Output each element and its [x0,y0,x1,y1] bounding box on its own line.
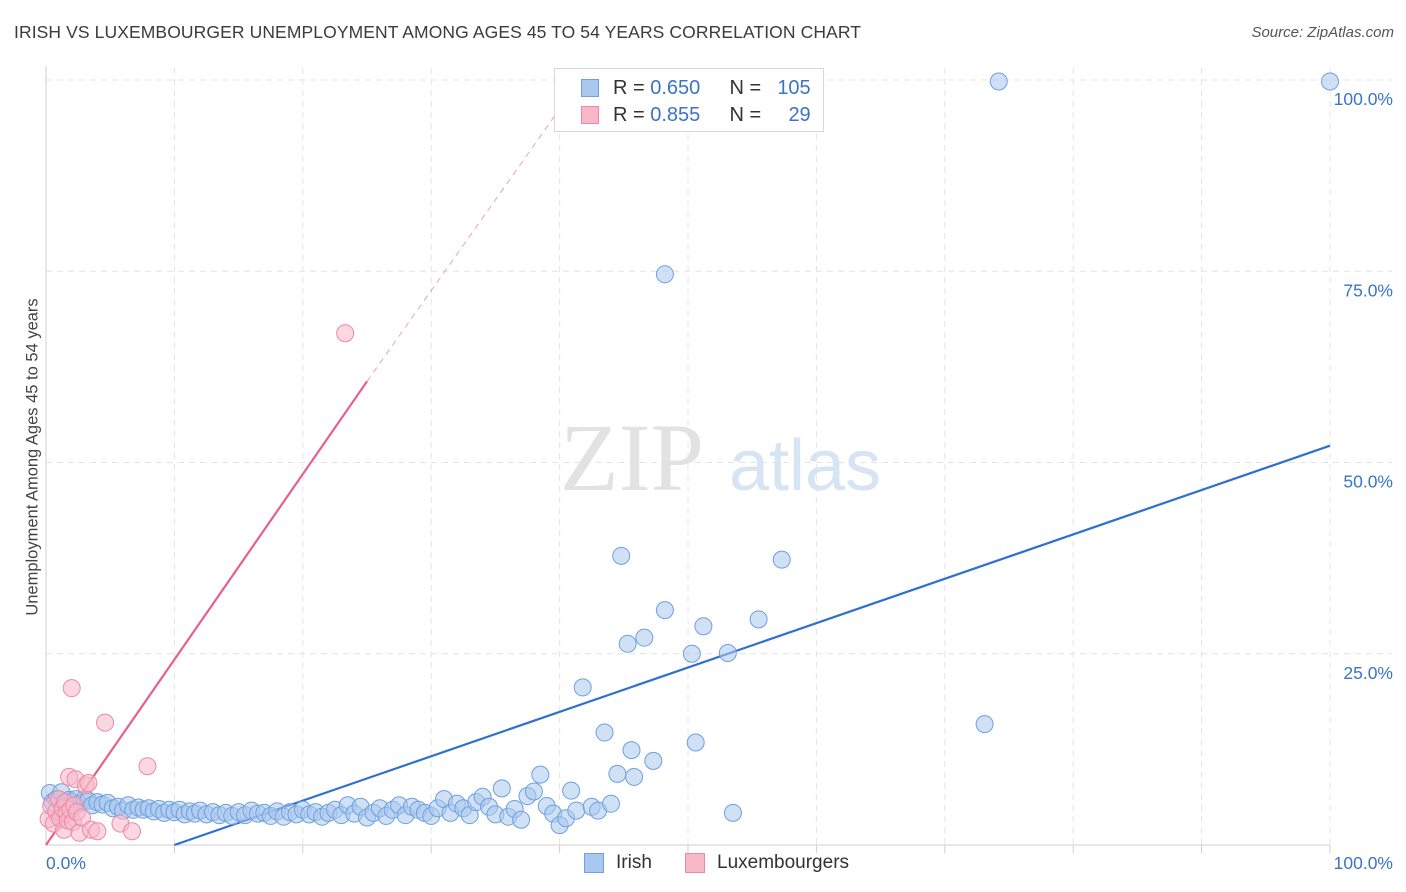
tick-labels: 25.0% 50.0% 75.0% 100.0% 0.0% 100.0% [46,89,1393,873]
irish-point [512,810,531,829]
chart-title: IRISH VS LUXEMBOURGER UNEMPLOYMENT AMONG… [14,22,862,42]
legend-n-label: N = [729,77,762,99]
y-tick-label: 100.0% [1334,89,1393,109]
irish-point [595,723,614,742]
watermark: ZIP atlas [560,404,881,511]
irish-point [686,733,705,752]
axes [45,66,1331,853]
irish-point [989,72,1008,91]
irish-point [562,781,581,800]
irish-point [655,601,674,620]
irish-point [655,265,674,284]
legend-r-value-irish: 0.650 [650,77,701,99]
irish-point [524,782,543,801]
points [39,72,1339,842]
lux-point [123,822,142,841]
legend-n-value-irish: 105 [777,77,811,99]
watermark-zip: ZIP [560,404,704,511]
irish-point [682,644,701,663]
lux-point [62,679,81,698]
irish-point [531,765,550,784]
source-label: Source: ZipAtlas.com [1251,24,1394,41]
bottom-legend-label-lux: Luxembourgers [717,852,850,873]
irish-point [1321,72,1339,91]
irish-point [749,610,768,629]
irish-point [608,764,627,783]
bottom-legend-swatch-irish [584,853,604,873]
y-tick-label: 50.0% [1343,472,1393,492]
watermark-atlas: atlas [729,426,881,506]
irish-point [625,767,644,786]
trendlines [45,79,1331,847]
lux-point [336,324,355,343]
irish-point [772,550,791,569]
trendline-lux-extension [366,79,581,382]
x-tick-label-min: 0.0% [46,853,86,873]
irish-point [975,715,994,734]
y-tick-label: 25.0% [1343,663,1393,683]
irish-point [723,803,742,822]
irish-point [612,546,631,565]
irish-point [718,643,737,662]
irish-point [622,741,641,760]
legend-r-label: R = [613,104,645,126]
legend-swatch-lux [581,106,599,124]
legend-n-value-lux: 29 [788,104,811,126]
irish-point [694,617,713,636]
lux-point [72,808,91,827]
legend-r-value-lux: 0.855 [650,104,701,126]
y-tick-label: 75.0% [1343,280,1393,300]
legend-r-label: R = [613,77,645,99]
irish-point [573,678,592,697]
legend-n-label: N = [729,104,762,126]
irish-point [644,751,663,770]
irish-point [635,628,654,647]
x-tick-label-max: 100.0% [1334,853,1393,873]
trendline-irish [174,444,1331,847]
irish-point [601,794,620,813]
trendline-lux [45,380,368,846]
legend: R = 0.650 N = 105 R = 0.855 N = 29 [554,68,824,132]
gridlines [46,68,1392,845]
lux-point [79,774,98,793]
irish-point [567,801,586,820]
lux-point [138,757,157,776]
bottom-legend-swatch-lux [685,853,705,873]
legend-swatch-irish [581,79,599,97]
bottom-legend-label-irish: Irish [616,852,652,873]
irish-point [492,779,511,798]
lux-point [96,713,115,732]
irish-point [618,634,637,653]
lux-point [88,822,107,841]
